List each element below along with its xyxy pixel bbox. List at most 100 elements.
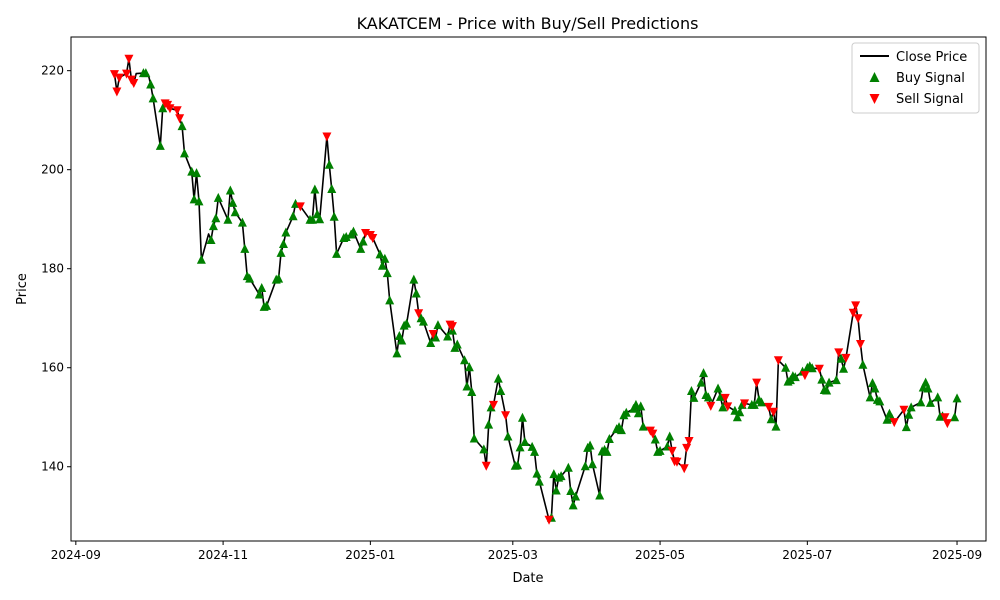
buy-signal-point	[696, 377, 706, 387]
buy-signal-point	[358, 236, 368, 246]
buy-signal-point	[534, 476, 544, 486]
buy-signal-point	[206, 234, 216, 244]
buy-signal-point	[443, 331, 453, 341]
buy-signal-point	[462, 381, 472, 391]
buy-signal-point	[836, 353, 846, 363]
x-tick-label: 2025-03	[488, 548, 538, 562]
buy-signal-point	[839, 363, 849, 373]
buy-signal-point	[223, 214, 233, 224]
buy-signal-point	[332, 248, 342, 258]
buy-signal-point	[276, 247, 286, 257]
buy-signal-point	[274, 273, 284, 283]
buy-signal-point	[515, 442, 525, 452]
buy-signal-point	[377, 260, 387, 270]
sell-signal-point	[481, 461, 491, 471]
buy-signal-point	[431, 332, 441, 342]
buy-signal-point	[571, 491, 581, 501]
buy-signal-point	[699, 368, 709, 378]
buy-signal-point	[452, 339, 462, 349]
buy-signal-point	[288, 211, 298, 221]
buy-signal-point	[923, 383, 933, 393]
buy-signal-point	[858, 359, 868, 369]
buy-signal-point	[633, 408, 643, 418]
y-axis: 140 160 180 200 220	[41, 64, 71, 474]
buy-signal-point	[341, 232, 351, 242]
buy-signal-point	[532, 468, 542, 478]
buy-signal-point	[916, 397, 926, 407]
buy-signal-point	[503, 431, 513, 441]
buy-signal-point	[189, 194, 199, 204]
sell-signal-point	[706, 401, 716, 411]
buy-signal-point	[904, 409, 914, 419]
buy-signal-point	[281, 227, 291, 237]
buy-signal-point	[735, 407, 745, 417]
buy-signal-point	[327, 183, 337, 193]
buy-signal-point	[433, 320, 443, 330]
buy-signal-point	[933, 392, 943, 402]
buy-signal-point	[155, 140, 165, 150]
buy-signal-point	[616, 425, 626, 435]
sell-signal-point	[723, 402, 733, 412]
legend-label-sell: Sell Signal	[896, 92, 964, 107]
sell-signal-point	[899, 405, 909, 415]
buy-signal-point	[230, 207, 240, 217]
sell-signal-point	[172, 106, 182, 116]
buy-signal-point	[732, 412, 742, 422]
buy-signal-point	[556, 471, 566, 481]
buy-signal-point	[254, 289, 264, 299]
plot-frame	[70, 36, 987, 542]
buy-signal-point	[418, 316, 428, 326]
buy-signal-point	[385, 295, 395, 305]
buy-signal-point	[566, 485, 576, 495]
buy-signal-point	[228, 197, 238, 207]
buy-signal-point	[715, 391, 725, 401]
legend-label-close: Close Price	[896, 50, 967, 65]
sell-signal-point	[940, 413, 950, 423]
buy-signal-point	[585, 440, 595, 450]
sell-signal-point	[773, 356, 783, 366]
sell-signal-point	[122, 69, 132, 79]
buy-signal-point	[278, 238, 288, 248]
buy-signal-point	[563, 462, 573, 472]
buy-signal-point	[865, 392, 875, 402]
buy-signal-point	[141, 68, 151, 78]
buy-signal-point	[211, 213, 221, 223]
sell-signal-point	[667, 446, 677, 456]
buy-signal-point	[382, 268, 392, 278]
sell-signal-point	[114, 73, 124, 83]
buy-signal-point	[460, 355, 470, 365]
buy-signal-point	[409, 274, 419, 284]
buy-signal-point	[901, 422, 911, 432]
y-tick-label: 200	[41, 163, 64, 177]
buy-signal-point	[551, 485, 561, 495]
buy-signal-point	[520, 436, 530, 446]
buy-signal-point	[817, 374, 827, 384]
buy-signal-point	[411, 288, 421, 298]
sell-signal-point	[814, 364, 824, 374]
sell-signal-point	[889, 418, 899, 428]
buy-signal-point	[530, 446, 540, 456]
buy-signal-point	[310, 184, 320, 194]
buy-signal-point	[703, 392, 713, 402]
x-tick-label: 2024-11	[198, 548, 248, 562]
y-tick-label: 140	[41, 460, 64, 474]
sell-signal-point	[672, 457, 682, 467]
sell-signal-point	[720, 393, 730, 403]
buy-signal-point	[262, 300, 272, 310]
buy-signal-point	[402, 318, 412, 328]
buy-signal-point	[595, 490, 605, 500]
buy-signal-point	[549, 469, 559, 479]
buy-signal-point	[718, 402, 728, 412]
y-tick-label: 180	[41, 262, 64, 276]
legend: Close Price Buy Signal Sell Signal	[851, 42, 980, 114]
buy-signal-point	[790, 372, 800, 382]
legend-sell-swatch	[869, 94, 880, 104]
buy-signal-point	[517, 412, 527, 422]
legend-box	[851, 42, 980, 114]
y-axis-label: Price	[15, 273, 30, 305]
buy-signal-point	[380, 253, 390, 263]
sell-signal-point	[764, 402, 774, 412]
sell-signal-point	[679, 464, 689, 474]
buy-signal-point	[146, 79, 156, 89]
sell-signal-point	[414, 309, 424, 319]
